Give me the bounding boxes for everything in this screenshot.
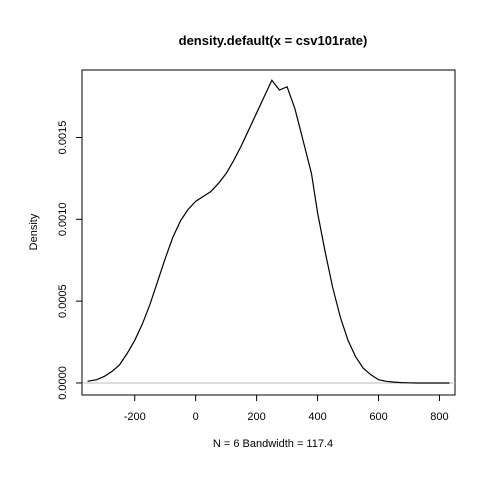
y-tick-label: 0.0010 [57, 202, 69, 236]
y-tick-label: 0.0015 [57, 121, 69, 155]
x-tick-label: 0 [193, 411, 199, 423]
y-tick-label: 0.0000 [57, 366, 69, 400]
x-axis-label: N = 6 Bandwidth = 117.4 [213, 438, 333, 450]
x-tick-label: 600 [369, 411, 387, 423]
x-tick-label: -200 [124, 411, 146, 423]
plot-frame [81, 69, 456, 396]
chart-title: density.default(x = csv101rate) [179, 33, 368, 48]
x-axis: -200 0 200 400 600 800 [124, 394, 449, 423]
density-line [87, 79, 450, 384]
y-axis-label: Density [28, 213, 40, 250]
x-tick-label: 200 [247, 411, 265, 423]
x-tick-label: 800 [430, 411, 448, 423]
x-tick-label: 400 [308, 411, 326, 423]
y-tick-label: 0.0005 [57, 284, 69, 318]
y-axis: 0.0000 0.0005 0.0010 0.0015 [57, 121, 83, 400]
